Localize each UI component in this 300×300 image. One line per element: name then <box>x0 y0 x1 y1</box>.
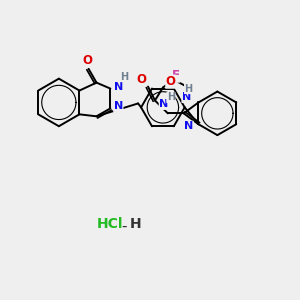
Text: H: H <box>120 72 128 82</box>
Text: H: H <box>184 84 193 94</box>
Text: -: - <box>122 219 127 234</box>
Text: N: N <box>159 99 169 110</box>
Text: O: O <box>82 54 93 67</box>
Text: O: O <box>136 73 146 86</box>
Text: HCl: HCl <box>97 217 124 231</box>
Text: N: N <box>114 82 123 92</box>
Text: O: O <box>166 75 176 88</box>
Text: H: H <box>129 217 141 231</box>
Text: H: H <box>167 92 175 103</box>
Text: N: N <box>114 101 123 111</box>
Text: N: N <box>182 92 191 103</box>
Text: N: N <box>184 121 193 131</box>
Text: F: F <box>172 69 180 82</box>
